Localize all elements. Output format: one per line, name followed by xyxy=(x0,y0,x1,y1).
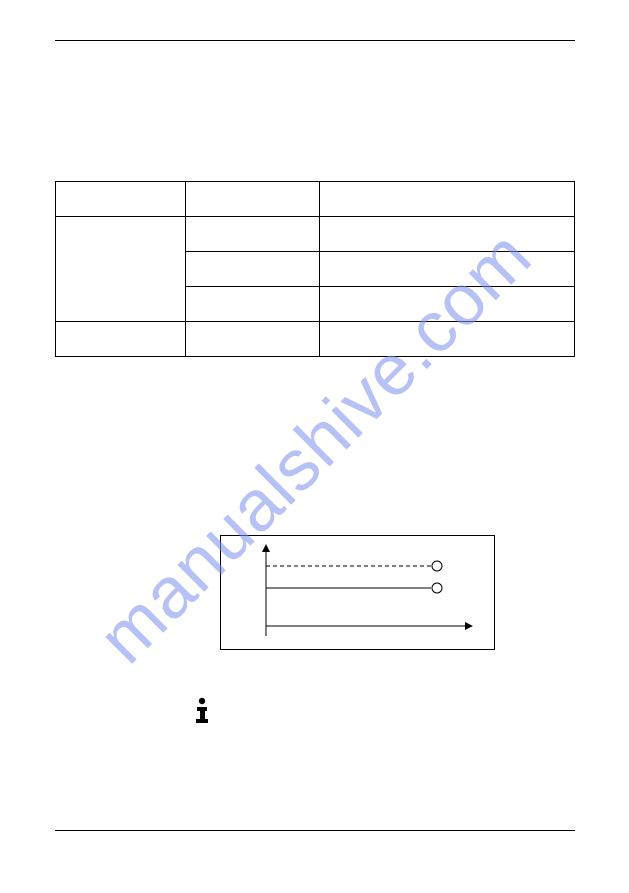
table-row xyxy=(56,322,575,357)
table-cell xyxy=(56,182,186,217)
table-cell xyxy=(185,322,320,357)
top-divider xyxy=(55,40,575,41)
table-cell xyxy=(320,217,575,252)
info-icon-dot xyxy=(199,698,205,704)
info-icon-base xyxy=(196,719,208,723)
info-icon-stem xyxy=(200,707,205,721)
table-cell xyxy=(185,182,320,217)
y-axis-arrow xyxy=(262,544,270,552)
chart-svg xyxy=(221,536,496,651)
table-cell xyxy=(56,217,186,322)
table-cell xyxy=(185,287,320,322)
table-cell xyxy=(320,287,575,322)
table-cell xyxy=(320,252,575,287)
table-row xyxy=(56,182,575,217)
info-icon xyxy=(192,697,212,730)
table-cell xyxy=(320,322,575,357)
table-cell xyxy=(320,182,575,217)
data-table xyxy=(55,181,575,357)
series-solid-marker xyxy=(432,583,442,593)
bottom-divider xyxy=(55,830,575,831)
table-cell xyxy=(185,252,320,287)
line-chart xyxy=(220,535,495,650)
table-row xyxy=(56,217,575,252)
table-cell xyxy=(56,322,186,357)
series-dashed-marker xyxy=(432,561,442,571)
page-content xyxy=(55,40,575,357)
x-axis-arrow xyxy=(465,622,473,630)
table-cell xyxy=(185,217,320,252)
